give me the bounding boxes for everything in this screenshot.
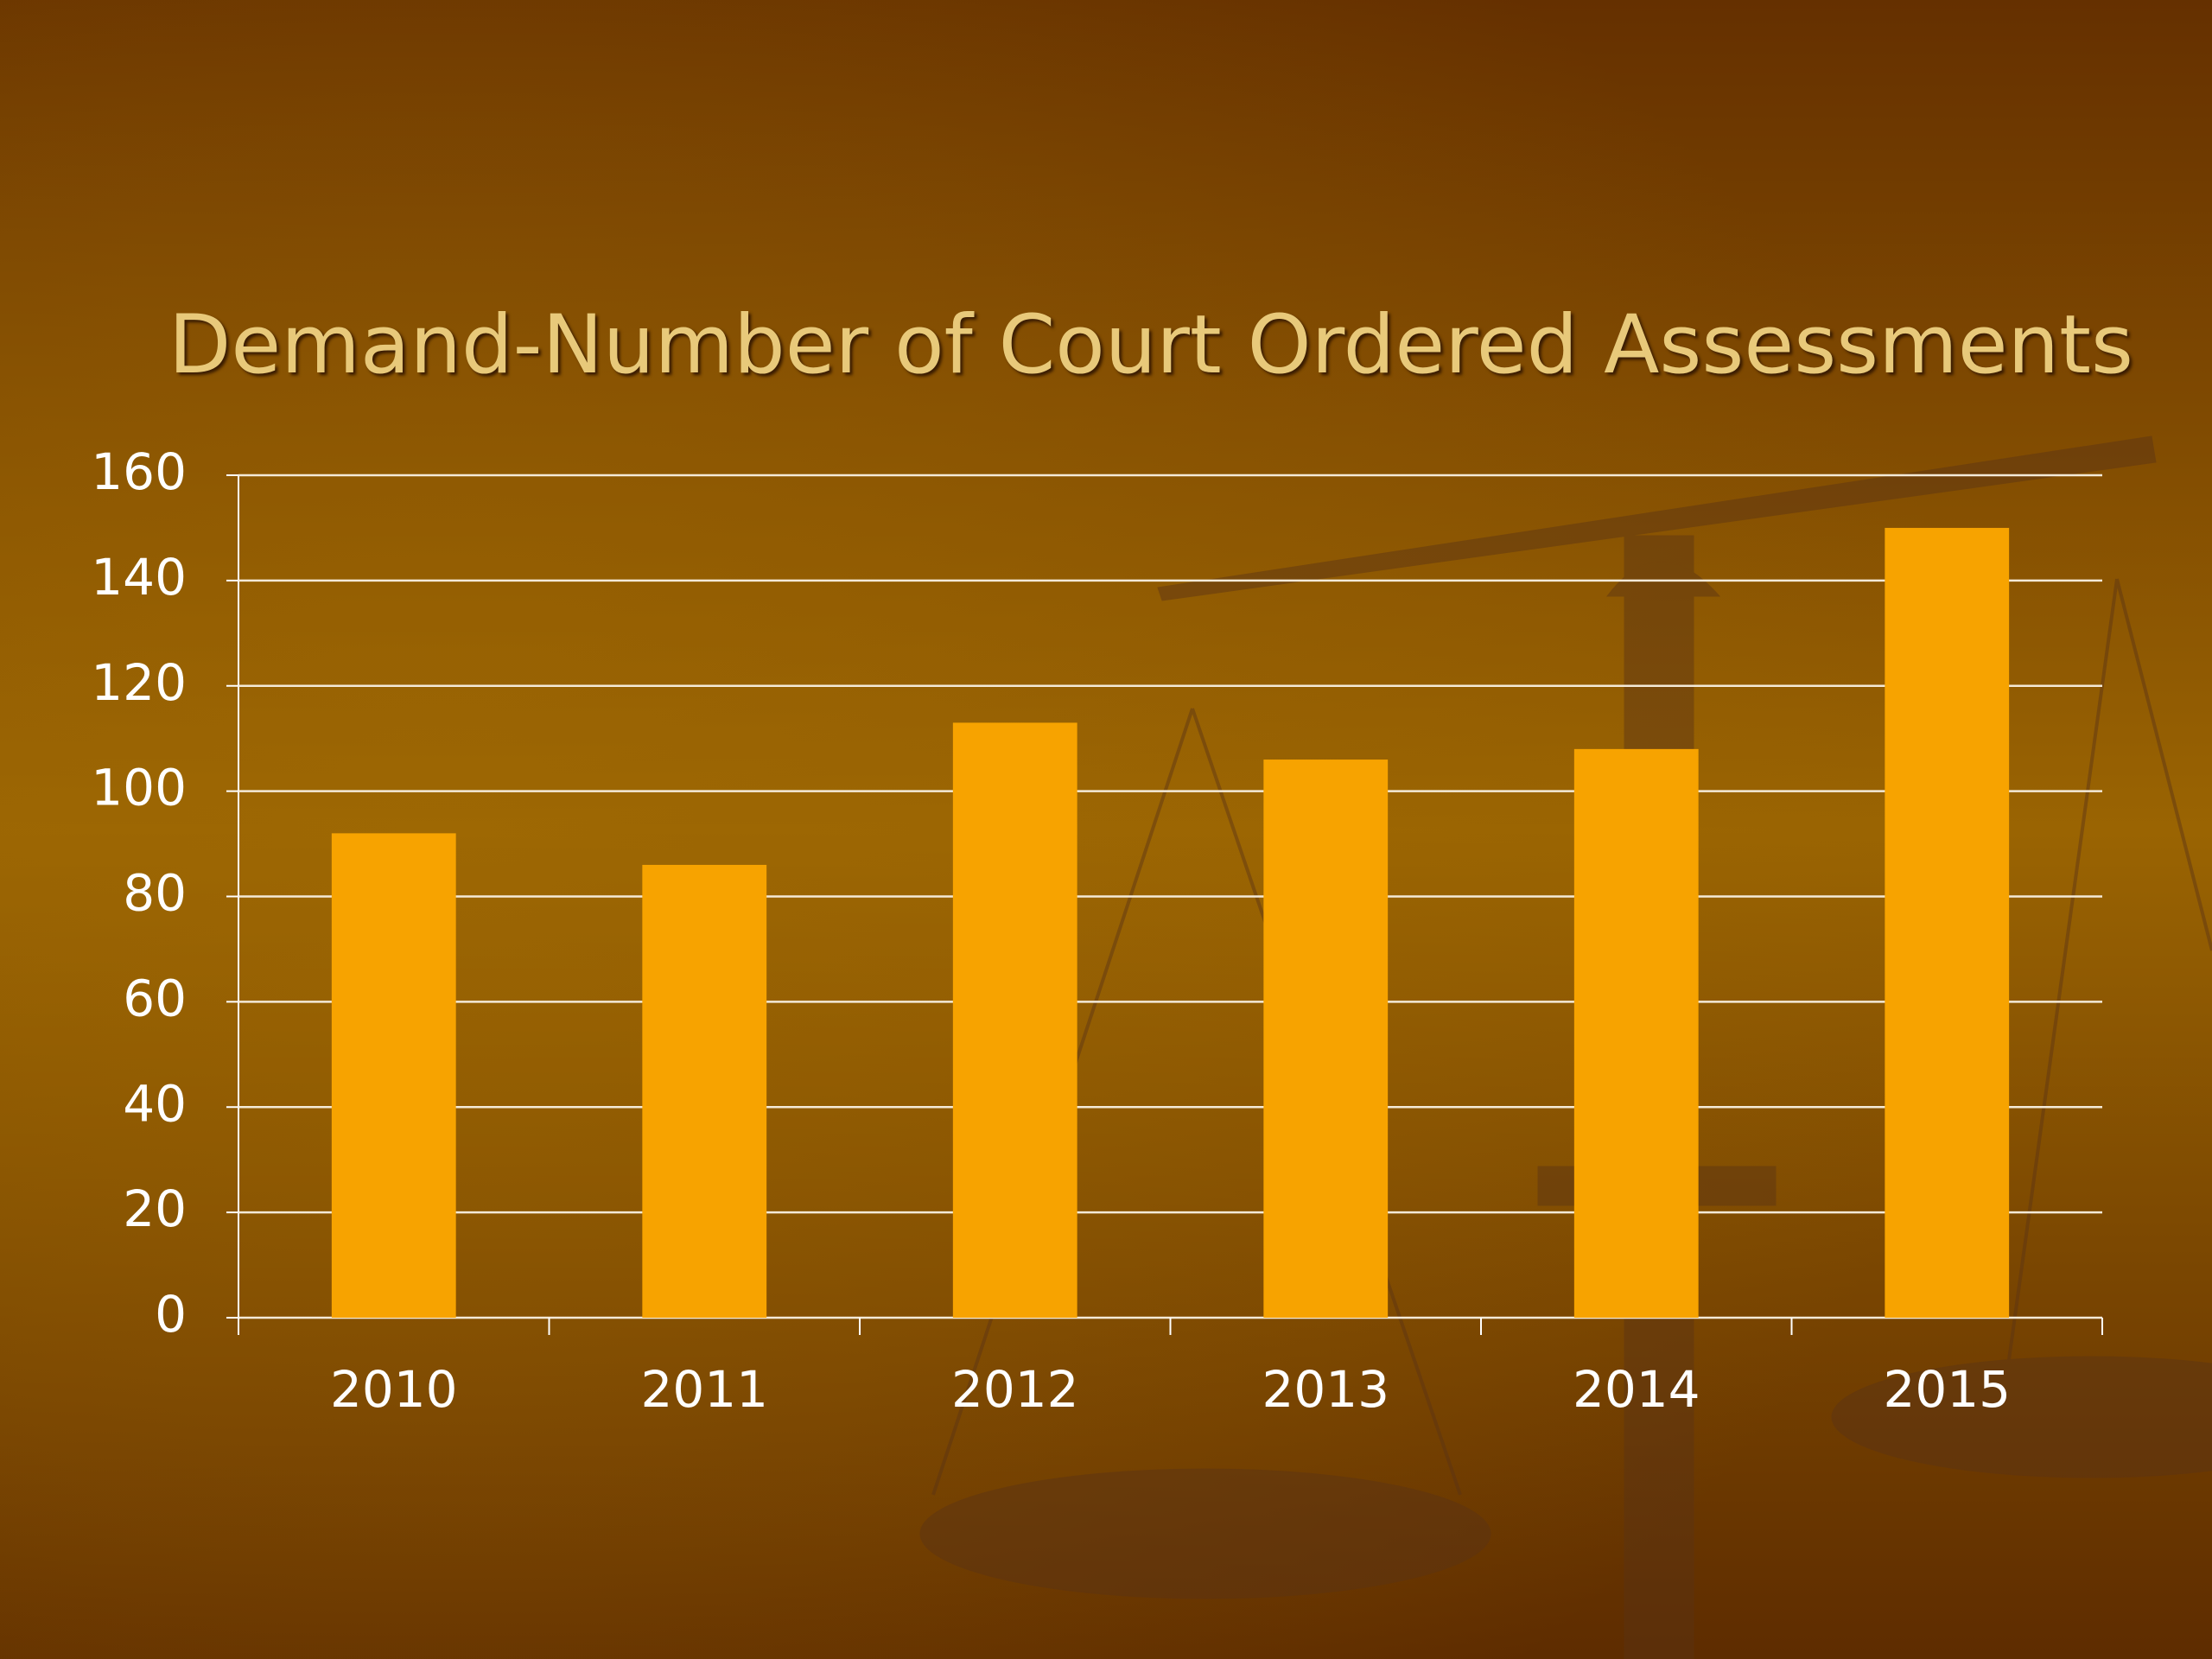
y-tick-label: 120 bbox=[91, 653, 187, 712]
x-tick-label: 2014 bbox=[1573, 1360, 1700, 1419]
x-tick-label: 2015 bbox=[1883, 1360, 2011, 1419]
y-tick-label: 20 bbox=[123, 1179, 187, 1238]
bar bbox=[1885, 527, 2010, 1318]
x-tick-label: 2010 bbox=[330, 1360, 458, 1419]
bar bbox=[1573, 748, 1699, 1318]
x-tick-label: 2011 bbox=[640, 1360, 768, 1419]
y-tick-label: 60 bbox=[123, 969, 187, 1027]
y-tick-label: 160 bbox=[91, 442, 187, 501]
bar bbox=[952, 722, 1077, 1318]
y-tick-label: 140 bbox=[91, 548, 187, 607]
bar bbox=[642, 864, 767, 1318]
bar bbox=[331, 833, 456, 1318]
y-tick-label: 100 bbox=[91, 759, 187, 817]
y-tick-label: 80 bbox=[123, 864, 187, 923]
bar bbox=[1263, 760, 1389, 1318]
x-tick-label: 2012 bbox=[951, 1360, 1079, 1419]
y-tick-label: 40 bbox=[123, 1074, 187, 1133]
y-tick-label: 0 bbox=[155, 1285, 187, 1344]
chart-title: Demand-Number of Court Ordered Assessmen… bbox=[168, 298, 2133, 392]
x-tick-label: 2013 bbox=[1262, 1360, 1389, 1419]
